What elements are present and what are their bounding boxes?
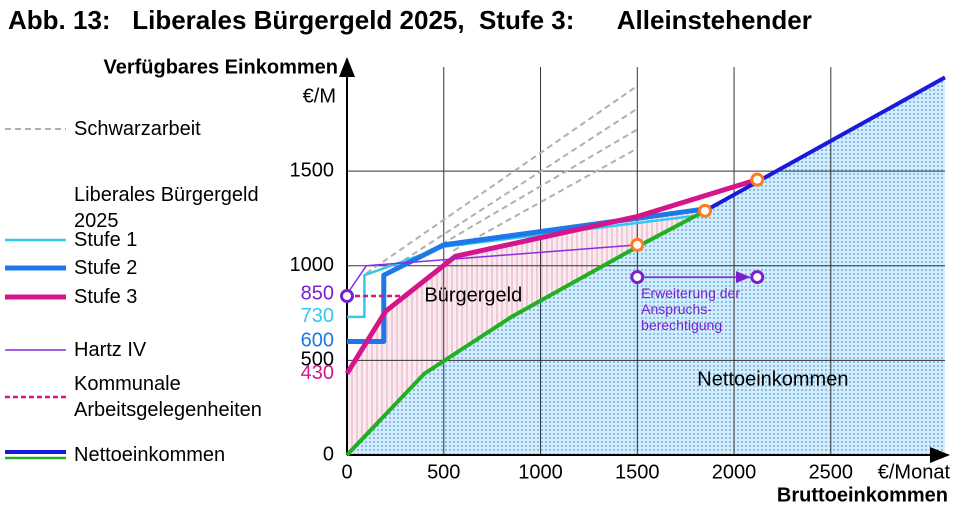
- y-value-label: 600: [301, 330, 334, 352]
- y-tick-label: 1500: [290, 159, 335, 181]
- legend-title: Liberales Bürgergeld 2025: [74, 184, 259, 232]
- legend-label: Nettoeinkommen: [74, 444, 226, 466]
- x-axis-title: Bruttoeinkommen: [777, 484, 948, 506]
- point-marker: [630, 237, 645, 252]
- y-value-label: 430: [301, 362, 334, 384]
- y-tick-label: 0: [323, 443, 334, 465]
- annotation: berechtigung: [641, 317, 722, 333]
- x-tick-label: 500: [427, 461, 460, 483]
- series-line: [344, 177, 759, 375]
- x-tick-label: 1000: [518, 461, 563, 483]
- x-tick-label: 2000: [712, 461, 757, 483]
- annotation: Nettoeinkommen: [697, 369, 848, 391]
- series-line: [346, 244, 638, 295]
- point-marker: [340, 289, 354, 304]
- legend-label: Schwarzarbeit: [74, 118, 201, 140]
- series-line: [704, 75, 946, 213]
- y-axis-unit: €/M: [303, 85, 336, 107]
- legend-label: Kommunale Arbeitsgelegenheiten: [74, 373, 262, 421]
- legend-label: Hartz IV: [74, 339, 147, 361]
- y-value-label: 850: [301, 282, 334, 304]
- annotation: Anspruchs-: [641, 301, 712, 317]
- series-line: [365, 85, 638, 275]
- y-axis-title: Verfügbares Einkommen: [103, 56, 338, 78]
- point-marker: [630, 270, 645, 285]
- legend-label: Stufe 1: [74, 229, 138, 251]
- x-tick-label: 0: [341, 461, 352, 483]
- annotation: Bürgergeld: [424, 284, 522, 306]
- legend-label: Stufe 2: [74, 257, 138, 279]
- series-line: [347, 213, 706, 319]
- point-marker: [750, 172, 765, 187]
- chart-title: Abb. 13: Liberales Bürgergeld 2025, Stuf…: [8, 5, 812, 35]
- series-line: [345, 209, 706, 457]
- annotation: Erweiterung der: [641, 285, 740, 301]
- y-tick-label: 500: [301, 349, 334, 371]
- point-marker: [698, 203, 713, 218]
- point-marker: [750, 270, 765, 285]
- series-line: [347, 206, 706, 344]
- x-tick-label: 1500: [615, 461, 660, 483]
- x-tick-label: 2500: [809, 461, 854, 483]
- x-axis-unit: €/Monat: [878, 461, 951, 483]
- y-value-label: 730: [301, 305, 334, 327]
- y-tick-label: 1000: [290, 254, 335, 276]
- legend-label: Stufe 3: [74, 286, 138, 308]
